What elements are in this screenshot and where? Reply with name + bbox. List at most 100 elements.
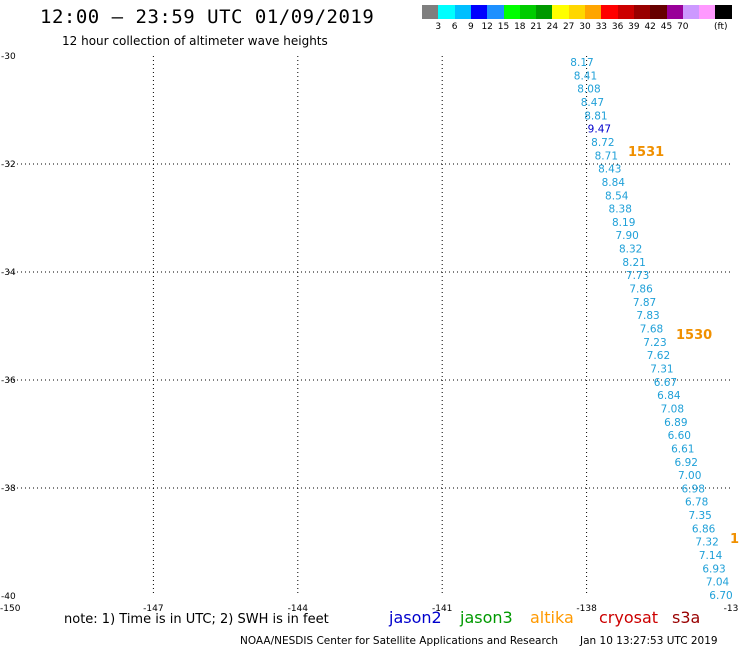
longitude-tick-label: -138 — [576, 604, 597, 614]
color-scale-label: 18 — [514, 22, 526, 32]
pass-time-label: 1. — [730, 532, 740, 547]
wave-height-reading: 8.43 — [598, 164, 621, 176]
color-swatch — [601, 5, 619, 19]
wave-height-reading: 7.35 — [688, 510, 711, 522]
color-swatch — [470, 5, 488, 19]
wave-height-reading: 8.84 — [602, 177, 626, 189]
color-scale-label: 12 — [481, 22, 493, 32]
latitude-tick-label: -32 — [1, 160, 16, 170]
color-scale-label: 6 — [451, 22, 458, 32]
wave-height-reading: 7.23 — [643, 337, 666, 349]
wave-height-reading: 6.67 — [654, 377, 677, 389]
color-swatch — [633, 5, 651, 19]
color-swatch — [503, 5, 521, 19]
latitude-tick-label: -40 — [1, 592, 16, 602]
wave-height-reading: 7.31 — [650, 363, 673, 375]
wave-height-reading: 9.47 — [588, 124, 611, 136]
wave-height-reading: 6.93 — [702, 563, 725, 575]
wave-height-reading: 7.14 — [699, 550, 723, 562]
wave-height-reading: 8.38 — [609, 204, 632, 216]
color-swatch — [715, 5, 733, 19]
wave-height-reading: 8.71 — [595, 150, 618, 162]
footer-note: note: 1) Time is in UTC; 2) SWH is in fe… — [64, 612, 329, 627]
wave-height-reading: 7.73 — [626, 270, 649, 282]
satellite-legend-s3a: s3a — [672, 608, 701, 627]
longitude-tick-label: -147 — [143, 604, 163, 614]
color-swatch — [438, 5, 456, 19]
latitude-tick-label: -30 — [1, 52, 16, 62]
footer-timestamp: Jan 10 13:27:53 UTC 2019 — [580, 635, 718, 647]
wave-height-reading: 8.32 — [619, 244, 642, 256]
wave-height-reading: 8.41 — [574, 70, 597, 82]
wave-height-reading: 6.92 — [675, 457, 698, 469]
wave-height-reading: 7.83 — [636, 310, 659, 322]
wave-height-reading: 6.89 — [664, 417, 687, 429]
color-scale-label: 3 — [435, 22, 442, 32]
wave-height-reading: 8.54 — [605, 190, 629, 202]
color-swatch — [585, 5, 602, 19]
satellite-legend-jason3: jason3 — [460, 608, 513, 627]
latitude-tick-label: -34 — [1, 268, 16, 278]
color-swatch — [617, 5, 635, 19]
color-scale-unit: (ft) — [714, 22, 728, 32]
satellite-legend-cryosat: cryosat — [599, 608, 659, 627]
color-scale-label: 39 — [628, 22, 640, 32]
wave-height-reading: 6.86 — [692, 523, 716, 535]
wave-height-reading: 7.90 — [615, 230, 638, 242]
page-title: 12:00 – 23:59 UTC 01/09/2019 — [40, 6, 375, 28]
wave-height-reading: 8.81 — [584, 110, 607, 122]
wave-height-reading: 6.84 — [657, 390, 681, 402]
color-swatch — [536, 5, 553, 19]
wave-height-reading: 6.98 — [682, 483, 705, 495]
color-swatch — [519, 5, 537, 19]
wave-height-reading: 7.62 — [647, 350, 670, 362]
wave-height-reading: 7.00 — [678, 470, 701, 482]
wave-height-reading: 6.78 — [685, 497, 708, 509]
wave-height-reading: 7.87 — [633, 297, 656, 309]
color-swatch — [650, 5, 667, 19]
wave-height-reading: 8.08 — [577, 84, 600, 96]
color-scale-label: 15 — [497, 22, 510, 32]
color-swatch — [552, 5, 570, 19]
color-scale-label: 45 — [660, 22, 673, 32]
color-scale-label: 42 — [644, 22, 656, 32]
satellite-legend-altika: altika — [530, 608, 574, 627]
color-scale-label: 36 — [611, 22, 624, 32]
wave-height-reading: 6.70 — [709, 590, 732, 602]
wave-height-reading: 7.32 — [695, 537, 718, 549]
color-scale-label: 70 — [677, 22, 689, 32]
page-subtitle: 12 hour collection of altimeter wave hei… — [62, 34, 328, 48]
color-swatch — [568, 5, 586, 19]
wave-height-reading: 8.21 — [622, 257, 645, 269]
latitude-tick-label: -36 — [1, 376, 16, 386]
wave-height-reading: 7.08 — [661, 403, 684, 415]
latitude-tick-label: -38 — [1, 484, 16, 494]
color-scale-label: 30 — [579, 22, 591, 32]
wave-height-reading: 8.17 — [570, 57, 593, 69]
color-swatch — [699, 5, 716, 19]
wave-height-reading: 7.68 — [640, 324, 663, 336]
color-swatch — [682, 5, 700, 19]
color-scale-label: 9 — [468, 22, 474, 32]
footer-credit: NOAA/NESDIS Center for Satellite Applica… — [240, 635, 558, 647]
satellite-legend-jason2: jason2 — [389, 608, 442, 627]
wave-height-reading: 8.19 — [612, 217, 635, 229]
wave-height-reading: 6.60 — [668, 430, 691, 442]
color-swatch — [454, 5, 472, 19]
longitude-tick-label: -150 — [0, 604, 21, 614]
pass-time-label: 1531 — [628, 145, 664, 160]
longitude-tick-label: -141 — [432, 604, 452, 614]
color-scale-label: 33 — [595, 22, 608, 32]
color-scale-label: 27 — [562, 22, 575, 32]
color-scale-label: 24 — [546, 22, 559, 32]
wave-height-reading: 7.86 — [629, 284, 653, 296]
wave-height-reading: 8.47 — [581, 97, 604, 109]
pass-time-label: 1530 — [676, 328, 712, 343]
color-scale-label: 21 — [530, 22, 542, 32]
wave-height-reading: 6.61 — [671, 443, 694, 455]
color-swatch — [666, 5, 684, 19]
longitude-tick-label: -144 — [288, 604, 309, 614]
color-swatch — [487, 5, 504, 19]
